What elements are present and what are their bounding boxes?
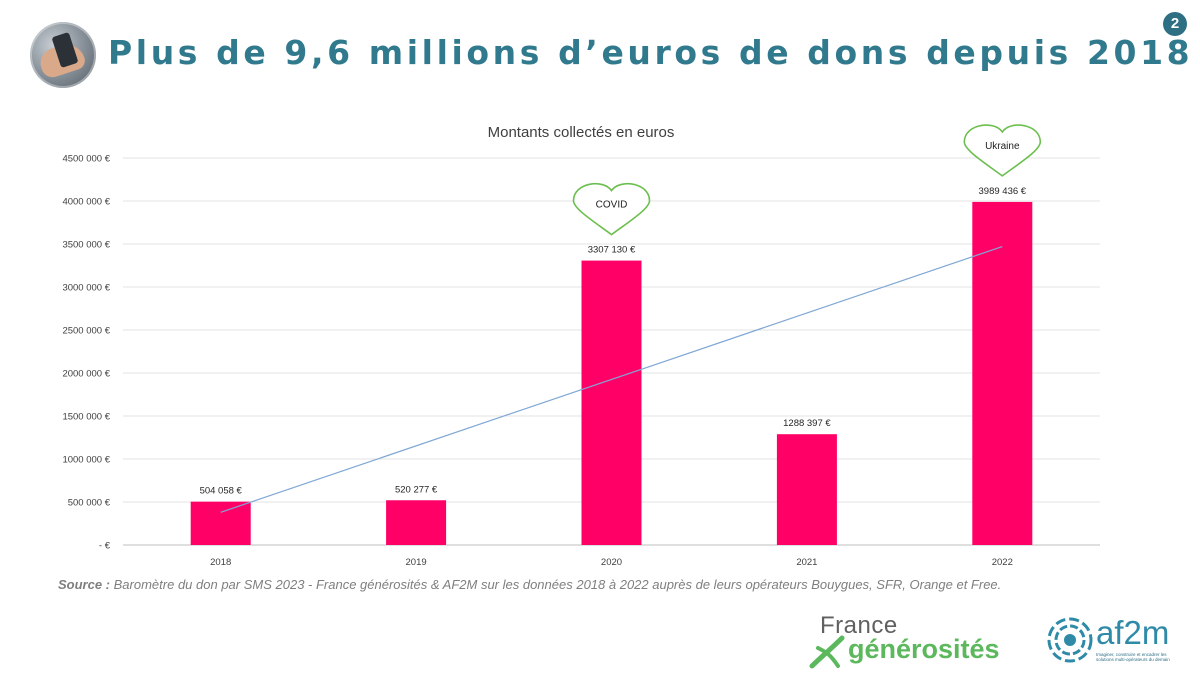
y-tick-label: - € <box>99 541 111 552</box>
logo-line-2: générosités <box>848 634 1000 664</box>
page-title: Plus de 9,6 millions d’euros de dons dep… <box>108 33 1194 72</box>
logo-line-1: France <box>820 612 898 639</box>
heart-annotations: COVID Ukraine <box>572 124 1042 236</box>
page-number-badge: 2 <box>1163 12 1187 36</box>
france-generosites-logo: France générosités <box>808 612 1028 672</box>
data-label: 520 277 € <box>395 484 438 495</box>
chart-title: Montants collectés en euros <box>488 124 675 141</box>
af2m-tagline: Imaginer, construire et encadrer les sol… <box>1096 652 1170 662</box>
data-label: 3307 130 € <box>588 245 636 256</box>
bar <box>386 500 447 545</box>
y-tick-label: 1000 000 € <box>62 455 110 466</box>
x-tick-label: 2020 <box>601 557 622 568</box>
y-tick-label: 3000 000 € <box>62 283 110 294</box>
heart-icon <box>963 124 1042 177</box>
bar-chart: Montants collectés en euros - € 500 000 €… <box>62 124 1100 568</box>
trendline <box>220 246 1003 513</box>
bar <box>581 260 642 545</box>
bar <box>190 501 251 545</box>
x-tick-label: 2022 <box>992 557 1013 568</box>
bar <box>776 434 837 545</box>
data-label: 3989 436 € <box>979 186 1027 197</box>
x-tick-label: 2021 <box>796 557 817 568</box>
source-text: Baromètre du don par SMS 2023 - France g… <box>113 577 1002 592</box>
data-label: 1288 397 € <box>783 418 831 429</box>
x-tick-label: 2019 <box>406 557 427 568</box>
trendline-layer <box>220 246 1003 513</box>
bar <box>972 201 1033 545</box>
af2m-logo: af2m Imaginer, construire et encadrer le… <box>1046 612 1181 672</box>
y-tick-label: 4500 000 € <box>62 154 110 165</box>
y-tick-label: 4000 000 € <box>62 197 110 208</box>
af2m-rings-icon <box>1047 617 1093 663</box>
annotation-label: COVID <box>596 200 628 211</box>
y-tick-label: 2000 000 € <box>62 369 110 380</box>
x-axis-tick-labels: 2018 2019 2020 2021 2022 <box>210 557 1013 568</box>
annotation-label: Ukraine <box>985 141 1020 152</box>
source-label: Source : <box>58 577 111 592</box>
bars <box>190 201 1033 545</box>
source-note: Source : Baromètre du don par SMS 2023 -… <box>58 577 1001 592</box>
y-tick-label: 500 000 € <box>68 498 111 509</box>
header-photo <box>30 22 96 88</box>
data-label: 504 058 € <box>200 486 243 497</box>
runner-swoosh-icon <box>809 635 845 669</box>
y-tick-label: 3500 000 € <box>62 240 110 251</box>
data-labels: 504 058 € 520 277 € 3307 130 € 1288 397 € 39… <box>200 186 1027 497</box>
x-tick-label: 2018 <box>210 557 231 568</box>
y-tick-label: 1500 000 € <box>62 412 110 423</box>
y-axis-tick-labels: - € 500 000 € 1000 000 € 1500 000 € 2000 000… <box>62 154 110 552</box>
af2m-wordmark: af2m <box>1096 614 1170 651</box>
y-tick-label: 2500 000 € <box>62 326 110 337</box>
heart-icon <box>572 182 651 236</box>
